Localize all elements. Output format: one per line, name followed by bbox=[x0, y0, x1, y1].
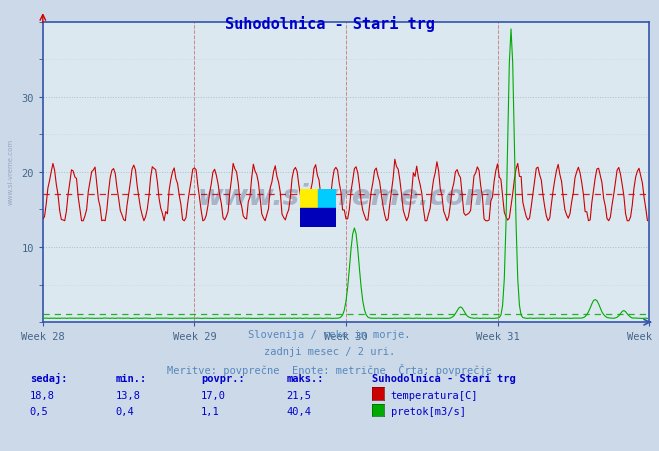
Text: 1,1: 1,1 bbox=[201, 406, 219, 416]
Text: Suhodolnica - Stari trg: Suhodolnica - Stari trg bbox=[372, 373, 516, 383]
Text: 17,0: 17,0 bbox=[201, 390, 226, 400]
Bar bbox=[318, 189, 336, 208]
Text: min.:: min.: bbox=[115, 373, 146, 383]
Text: pretok[m3/s]: pretok[m3/s] bbox=[391, 406, 466, 416]
Bar bbox=[300, 189, 318, 208]
Text: 0,5: 0,5 bbox=[30, 406, 48, 416]
Text: Suhodolnica - Stari trg: Suhodolnica - Stari trg bbox=[225, 16, 434, 32]
Text: 0,4: 0,4 bbox=[115, 406, 134, 416]
Text: 40,4: 40,4 bbox=[287, 406, 312, 416]
Text: Slovenija / reke in morje.: Slovenija / reke in morje. bbox=[248, 329, 411, 339]
Bar bbox=[300, 208, 336, 228]
Text: 18,8: 18,8 bbox=[30, 390, 55, 400]
Text: temperatura[C]: temperatura[C] bbox=[391, 390, 478, 400]
Text: sedaj:: sedaj: bbox=[30, 372, 67, 383]
Text: 21,5: 21,5 bbox=[287, 390, 312, 400]
Text: povpr.:: povpr.: bbox=[201, 373, 244, 383]
Text: Meritve: povprečne  Enote: metrične  Črta: povprečje: Meritve: povprečne Enote: metrične Črta:… bbox=[167, 364, 492, 376]
Text: zadnji mesec / 2 uri.: zadnji mesec / 2 uri. bbox=[264, 346, 395, 356]
Text: www.si-vreme.com: www.si-vreme.com bbox=[8, 138, 14, 204]
Text: 13,8: 13,8 bbox=[115, 390, 140, 400]
Text: www.si-vreme.com: www.si-vreme.com bbox=[198, 183, 494, 211]
Text: maks.:: maks.: bbox=[287, 373, 324, 383]
